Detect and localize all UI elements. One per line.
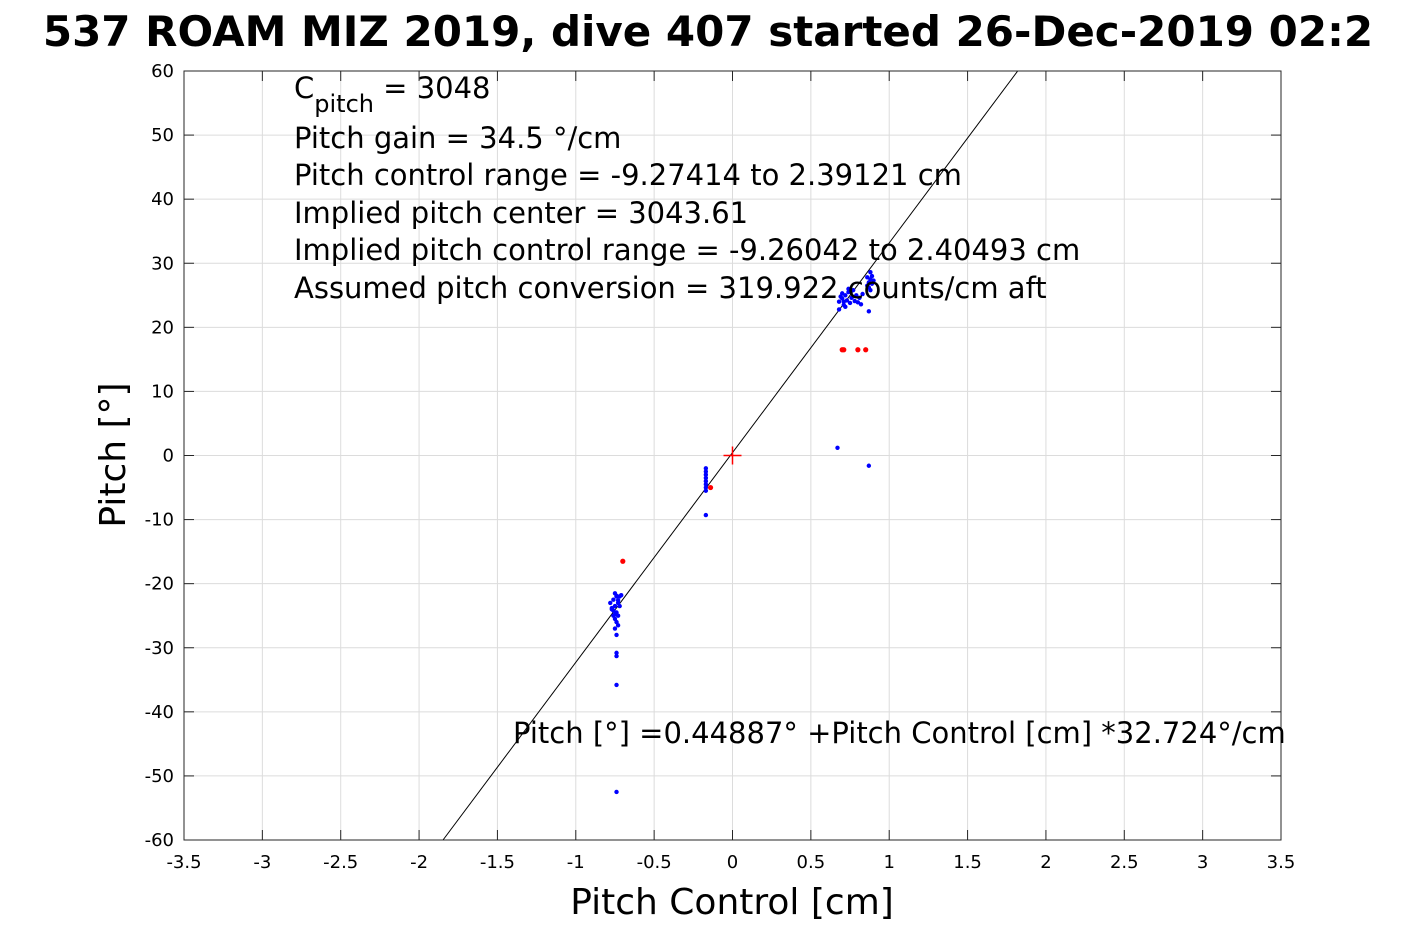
red-data-point [841,347,847,353]
x-tick-label: 1 [883,852,894,873]
blue-data-point [614,650,619,656]
y-tick-label: -30 [145,638,174,659]
blue-data-point [614,593,619,599]
blue-data-point [843,304,848,310]
blue-data-point [840,291,845,296]
blue-data-point [849,295,854,301]
x-axis-label: Pitch Control [cm] [570,882,894,923]
blue-data-point [619,593,624,598]
annotation-implied-pitch-control-range: Implied pitch control range = -9.26042 t… [294,233,1080,267]
annotation-pitch-control-range: Pitch control range = -9.27414 to 2.3912… [294,158,962,192]
cpitch-annotation: Cpitch = 3048 [294,71,491,118]
blue-data-point [846,289,851,295]
blue-data-point [615,623,621,628]
x-tick-label: 0.5 [797,852,826,873]
annotation-implied-pitch-center: Implied pitch center = 3043.61 [294,196,748,230]
cpitch-value: = 3048 [374,71,491,105]
blue-data-point [703,512,709,518]
blue-data-point [614,682,619,688]
blue-data-point [866,309,872,314]
y-tick-label: 0 [163,446,174,467]
blue-data-point [703,466,709,471]
blue-data-point [615,598,621,603]
y-tick-label: -60 [145,830,174,851]
blue-data-point [847,300,853,306]
blue-data-point [841,299,846,304]
blue-data-point [703,475,709,481]
blue-data-point [850,287,856,293]
blue-data-point [703,469,709,474]
x-tick-label: -2 [410,852,428,873]
y-tick-label: 30 [151,253,174,274]
cpitch-symbol: C [294,71,314,105]
x-tick-label: 1.5 [953,852,982,873]
red-data-point [620,558,626,564]
blue-data-point [608,600,613,606]
x-tick-label: -3.5 [166,852,201,873]
blue-data-point [617,603,622,609]
x-tick-label: -3 [253,852,271,873]
blue-data-point [869,273,875,279]
blue-data-point [614,789,619,795]
x-tick-label: -0.5 [637,852,672,873]
blue-data-point [614,653,619,659]
red-data-point [863,347,869,353]
x-tick-label: 3 [1197,852,1208,873]
blue-data-point [835,445,840,451]
blue-data-point [854,293,859,298]
y-tick-labels: -60 -50 -40 -30 -20 -10 0 10 20 30 40 50 60 [145,61,174,851]
blue-data-point [836,299,842,304]
red-data-point [707,484,714,491]
blue-data-point [860,291,865,297]
blue-data-point [865,275,870,280]
blue-data-point [703,472,709,477]
blue-data-point [703,478,709,484]
x-tick-label: 2 [1040,852,1051,873]
y-tick-label: -20 [145,574,174,595]
y-tick-label: 10 [151,381,174,402]
blue-data-point [857,295,862,301]
annotation-pitch-gain: Pitch gain = 34.5 °/cm [294,121,621,155]
blue-data-point [836,307,842,312]
y-tick-label: -40 [145,702,174,723]
cpitch-subscript: pitch [314,90,374,118]
blue-data-point [868,270,873,275]
x-tick-label: -1 [567,852,585,873]
y-tick-label: 50 [151,125,174,146]
y-tick-label: -50 [145,766,174,787]
x-tick-labels: -3.5 -3 -2.5 -2 -1.5 -1 -0.5 0 0.5 1 1.5 2 2.5 3 3.5 [166,852,1295,873]
blue-data-point [611,597,616,602]
axis-ticks [183,70,1282,841]
blue-data-point [703,485,709,490]
blue-data-point [612,626,618,631]
blue-data-point [609,605,615,611]
x-tick-label: 0 [727,852,738,873]
y-tick-label: 40 [151,189,174,210]
info-annotation: Cpitch = 3048 Pitch gain = 34.5 °/cm Pit… [294,71,1080,305]
y-tick-label: 20 [151,317,174,338]
x-tick-label: 3.5 [1267,852,1296,873]
y-axis-label: Pitch [°] [93,382,134,527]
blue-data-point [866,463,872,468]
chart-title: 537 ROAM MIZ 2019, dive 407 started 26-D… [43,7,1373,56]
x-tick-label: -2.5 [323,852,358,873]
blue-data-point [614,632,619,638]
blue-data-point [858,302,864,307]
x-tick-label: 2.5 [1110,852,1139,873]
blue-data-point [703,482,709,487]
data-points [608,270,876,795]
center-marker-group [723,446,742,465]
y-tick-label: 60 [151,61,174,82]
fit-equation: Pitch [°] =0.44887° +Pitch Control [cm] … [513,716,1286,750]
blue-data-point [612,612,618,617]
y-tick-label: -10 [145,510,174,531]
annotation-pitch-conversion: Assumed pitch conversion = 319.922 count… [294,271,1047,305]
blue-data-point [703,488,709,493]
red-data-point [855,347,861,353]
blue-data-point [868,287,873,293]
blue-data-point [846,286,851,292]
blue-data-point [871,278,876,283]
x-tick-label: -1.5 [480,852,515,873]
